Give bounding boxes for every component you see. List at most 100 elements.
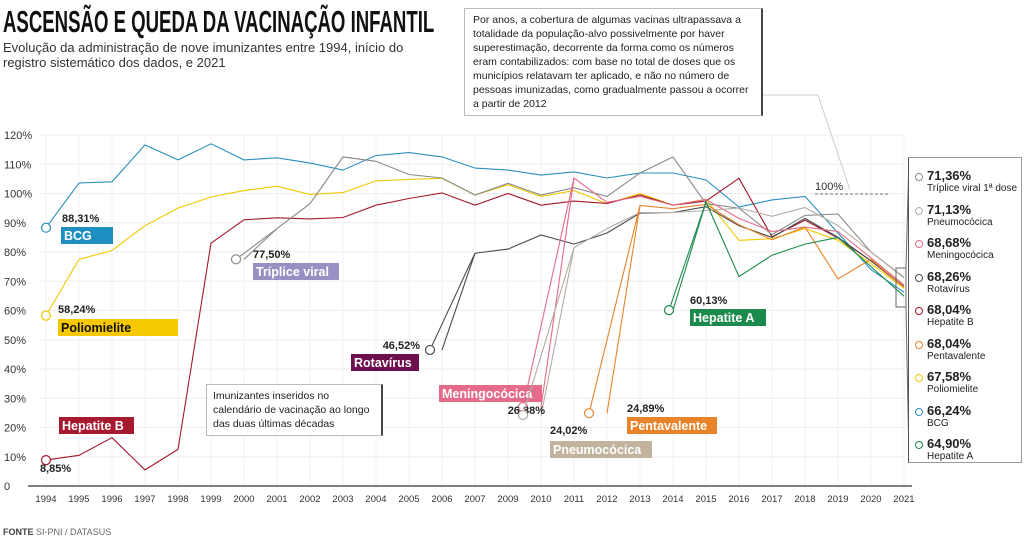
series-start-value: 58,24% [58, 304, 96, 316]
series-label: Hepatite B [62, 419, 124, 433]
series-label-box [690, 309, 766, 326]
series-start-marker [40, 455, 52, 466]
legend-name: Rotavírus [927, 283, 970, 295]
series-start-marker [517, 409, 529, 421]
series-label: Poliomielite [61, 321, 131, 335]
series-label-box [58, 319, 178, 336]
legend-name: Pneumocócica [927, 216, 993, 228]
legend-marker-icon [915, 273, 923, 282]
series-start-marker [583, 408, 595, 419]
legend-value: 67,58% [927, 369, 972, 384]
x-tick-label: 2009 [497, 494, 518, 505]
x-tick-label: 2007 [464, 494, 485, 505]
legend-value: 66,24% [927, 402, 972, 418]
series-connector [522, 177, 575, 408]
y-tick-label: 120% [4, 130, 32, 142]
x-tick-label: 2011 [564, 494, 584, 505]
series-label: Rotavírus [354, 356, 412, 370]
series-connector [522, 247, 575, 416]
series-connector [668, 201, 707, 311]
series-connector [235, 228, 278, 260]
x-tick-label: 1997 [134, 494, 155, 505]
legend-value: 68,26% [927, 268, 972, 284]
legend-value: 71,13% [927, 201, 972, 217]
series-label-box [550, 441, 652, 458]
series-label-box [439, 385, 542, 402]
x-tick-label: 2014 [662, 494, 683, 505]
x-tick-label: 2001 [266, 494, 287, 505]
series-label-box [59, 417, 134, 434]
series-label: Pentavalente [630, 419, 707, 433]
legend-name: Tríplice viral 1ª dose [927, 183, 1018, 194]
legend-marker-icon [915, 206, 923, 215]
series-connector [588, 205, 641, 414]
legend-marker-icon [915, 340, 923, 349]
x-tick-label: 2006 [431, 494, 452, 505]
legend-value: 68,04% [927, 335, 972, 351]
series-start-value: 60,13% [690, 295, 728, 307]
page-title: ASCENSÃO E QUEDA DA VACINAÇÃO INFANTIL [3, 4, 435, 39]
y-tick-label: 50% [4, 335, 26, 347]
y-tick-label: 90% [4, 218, 26, 230]
x-tick-label: 1996 [101, 494, 122, 505]
legend-name: Hepatite A [927, 451, 974, 462]
y-tick-label: 60% [4, 306, 26, 318]
y-tick-label: 100% [4, 189, 32, 201]
x-tick-label: 2003 [332, 494, 353, 505]
x-tick-label: 2018 [794, 494, 815, 505]
series-start-value: 24,02% [550, 425, 588, 437]
x-tick-label: 2002 [299, 494, 320, 505]
source-label: FONTE [3, 527, 34, 537]
x-tick-label: 2021 [893, 494, 914, 505]
x-tick-label: 2017 [761, 494, 782, 505]
x-tick-label: 2016 [728, 494, 749, 505]
series-label-box [351, 354, 419, 371]
legend-marker-icon [915, 374, 923, 382]
x-tick-label: 2015 [695, 494, 716, 505]
x-tick-label: 2000 [233, 494, 254, 505]
series-start-marker [663, 305, 675, 316]
legend-name: Hepatite B [927, 317, 974, 328]
x-tick-label: 1995 [68, 494, 89, 505]
y-tick-label: 20% [4, 423, 26, 435]
series-label-box [253, 263, 339, 280]
x-tick-label: 1998 [167, 494, 188, 505]
legend-marker-icon [915, 240, 923, 248]
legend-value: 64,90% [927, 436, 972, 451]
legend-value: 71,36% [927, 168, 972, 183]
series-connector [429, 252, 476, 351]
legend-value: 68,04% [927, 302, 972, 317]
series-line-2 [45, 177, 905, 471]
series-label: Hepatite A [693, 311, 754, 325]
series-line-6 [540, 206, 905, 416]
series-start-marker [40, 310, 52, 321]
legend-name: Poliomielite [927, 384, 979, 395]
x-tick-label: 2004 [365, 494, 386, 505]
x-tick-label: 2013 [629, 494, 650, 505]
reference-label: 100% [815, 181, 843, 193]
series-start-marker [424, 344, 436, 356]
y-tick-label: 70% [4, 276, 26, 288]
series-label: Tríplice viral [256, 265, 329, 279]
x-tick-label: 2020 [860, 494, 881, 505]
series-start-marker [40, 222, 52, 233]
y-tick-label: 0 [4, 481, 10, 493]
series-start-value: 77,50% [253, 249, 291, 261]
annotation-overestimation: Por anos, a cobertura de algumas vacinas… [464, 8, 763, 116]
x-tick-label: 1994 [35, 494, 56, 505]
x-tick-label: 2010 [530, 494, 551, 505]
x-tick-label: 2019 [827, 494, 848, 505]
x-tick-label: 2005 [398, 494, 419, 505]
endpoint-bracket [895, 267, 907, 308]
series-start-marker [230, 254, 242, 265]
y-tick-label: 10% [4, 452, 26, 464]
subtitle: Evolução da administração de nove imuniz… [3, 40, 404, 70]
y-tick-label: 40% [4, 364, 26, 376]
series-label: Pneumocócica [553, 443, 642, 457]
legend-name: Pentavalente [927, 350, 986, 362]
series-line-0 [45, 143, 905, 293]
legend-marker-icon [915, 407, 923, 416]
y-tick-label: 30% [4, 393, 26, 405]
series-line-5 [540, 177, 905, 408]
